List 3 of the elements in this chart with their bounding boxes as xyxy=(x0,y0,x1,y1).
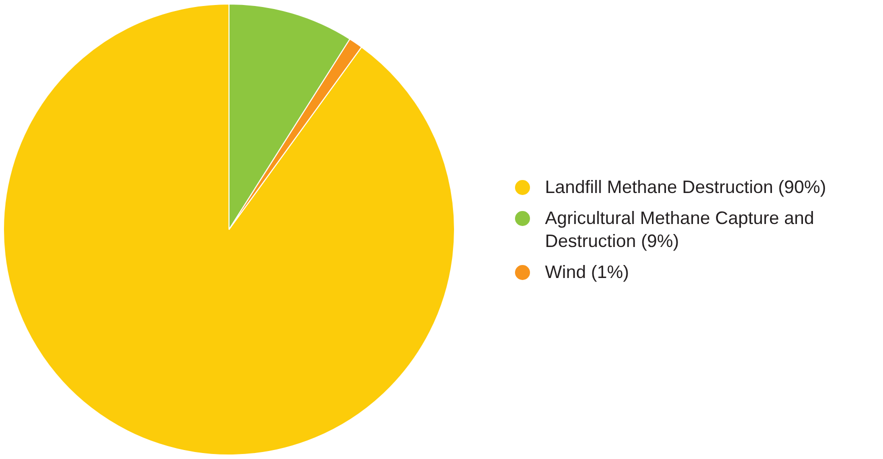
legend-label: Landfill Methane Destruction (90%) xyxy=(545,176,826,199)
legend-label: Wind (1%) xyxy=(545,261,630,284)
legend-label: Agricultural Methane Capture and Destruction (9%) xyxy=(545,207,816,253)
